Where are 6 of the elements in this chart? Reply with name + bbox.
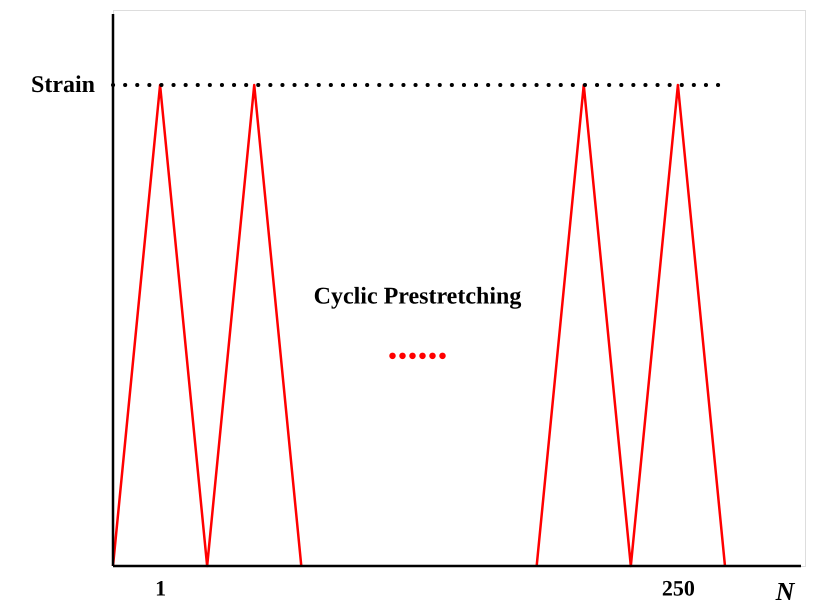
ref-line-label: Strain bbox=[30, 72, 95, 98]
annotation: Cyclic Prestretching bbox=[314, 283, 522, 310]
annotation: ...... bbox=[387, 322, 448, 368]
x-tick-label: 250 bbox=[662, 576, 695, 600]
x-axis-title: N bbox=[774, 577, 796, 603]
x-tick-label: 1 bbox=[155, 576, 166, 600]
